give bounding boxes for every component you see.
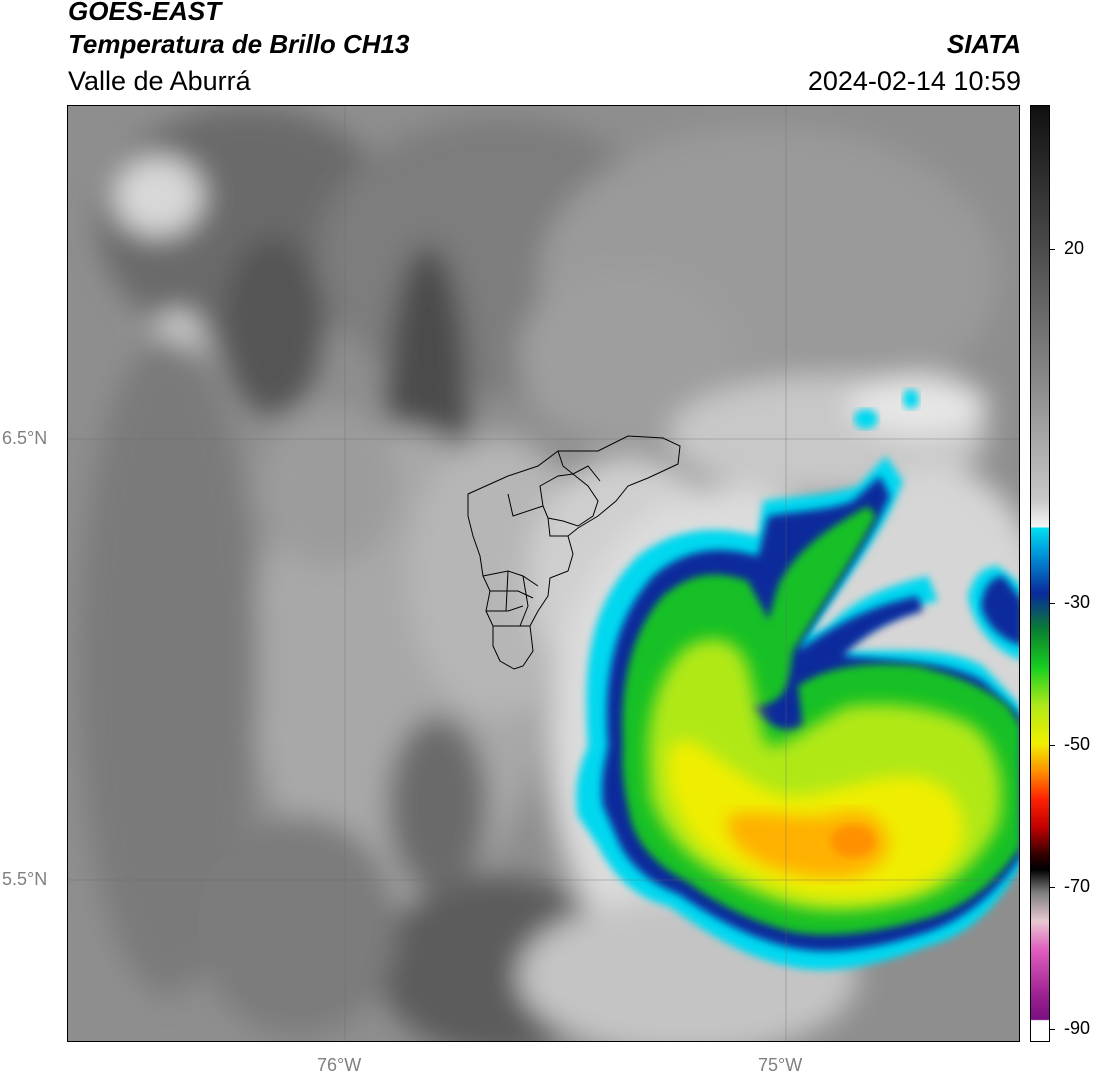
lon-label-75w: 75°W [758, 1055, 803, 1075]
colorbar-label-minus50: -50 [1064, 734, 1091, 754]
lat-label-6-5: 6.5°N [2, 428, 48, 448]
colorbar-tick [1050, 887, 1055, 888]
graticule [68, 106, 1019, 1041]
lat-label-5-5: 5.5°N [2, 869, 48, 889]
municipal-boundaries [467, 435, 681, 670]
agency-label: SIATA [946, 29, 1021, 59]
lon-label-76w: 76°W [317, 1055, 362, 1075]
satellite-title: GOES-EAST [68, 0, 222, 26]
colorbar-tick [1050, 603, 1055, 604]
satellite-map[interactable] [67, 105, 1020, 1042]
convective-cloud [576, 389, 1019, 970]
region-subtitle: Valle de Aburrá [68, 66, 251, 96]
product-title: Temperatura de Brillo CH13 [68, 29, 410, 59]
colorbar-label-minus90: -90 [1064, 1018, 1091, 1038]
colorbar [1030, 105, 1050, 1042]
colorbar-tick [1050, 745, 1055, 746]
colorbar-tick [1050, 1029, 1055, 1030]
colorbar-label-minus70: -70 [1064, 876, 1091, 896]
colorbar-label-20: 20 [1064, 238, 1085, 258]
colorbar-tick [1050, 249, 1055, 250]
timestamp-label: 2024-02-14 10:59 [807, 66, 1021, 96]
colorbar-label-minus30: -30 [1064, 592, 1091, 612]
